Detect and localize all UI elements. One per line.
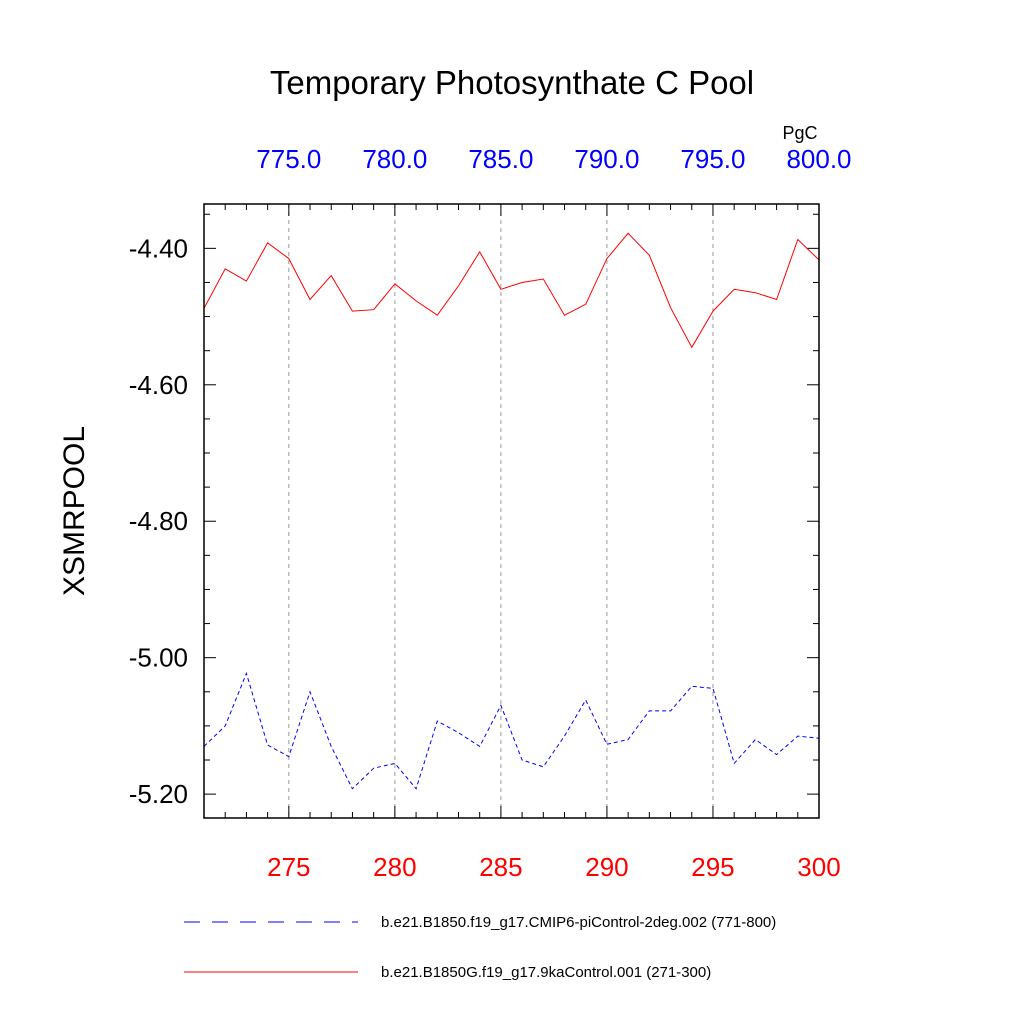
y-tick-label: -4.80: [129, 506, 188, 536]
x-tick-label: 285: [479, 852, 522, 882]
x-tick-label: 280: [373, 852, 416, 882]
y-tick-label: -5.20: [129, 779, 188, 809]
y-tick-label: -5.00: [129, 643, 188, 673]
top-x-tick-label: 795.0: [680, 144, 745, 174]
series-layer: [203, 232, 820, 790]
x-tick-label: 275: [267, 852, 310, 882]
chart-title: Temporary Photosynthate C Pool: [270, 64, 754, 101]
label-layer: -4.40 -4.60 -4.80 -5.00 -5.20 275 280 285 290 295…: [129, 144, 852, 882]
series-line-cmip6-picontrol: [203, 671, 820, 790]
grid-layer: [288, 204, 714, 818]
y-tick-label: -4.40: [129, 233, 188, 263]
tick-layer: [203, 204, 820, 818]
top-x-tick-label: 785.0: [468, 144, 533, 174]
x-tick-label: 290: [585, 852, 628, 882]
plot-frame: [203, 203, 820, 819]
x-tick-label: 295: [691, 852, 734, 882]
legend-label: b.e21.B1850G.f19_g17.9kaControl.001 (271…: [381, 964, 711, 981]
top-x-tick-label: 790.0: [574, 144, 639, 174]
top-x-tick-label: 780.0: [362, 144, 427, 174]
series-line-9ka-control: [203, 232, 820, 349]
top-x-tick-label: 775.0: [256, 144, 321, 174]
y-axis-label: XSMRPOOL: [58, 426, 91, 596]
top-x-tick-label: 800.0: [786, 144, 851, 174]
legend-label: b.e21.B1850.f19_g17.CMIP6-piControl-2deg…: [381, 914, 776, 931]
y-tick-label: -4.60: [129, 370, 188, 400]
legend: b.e21.B1850.f19_g17.CMIP6-piControl-2deg…: [184, 914, 776, 981]
units-label: PgC: [782, 123, 817, 143]
x-tick-label: 300: [797, 852, 840, 882]
